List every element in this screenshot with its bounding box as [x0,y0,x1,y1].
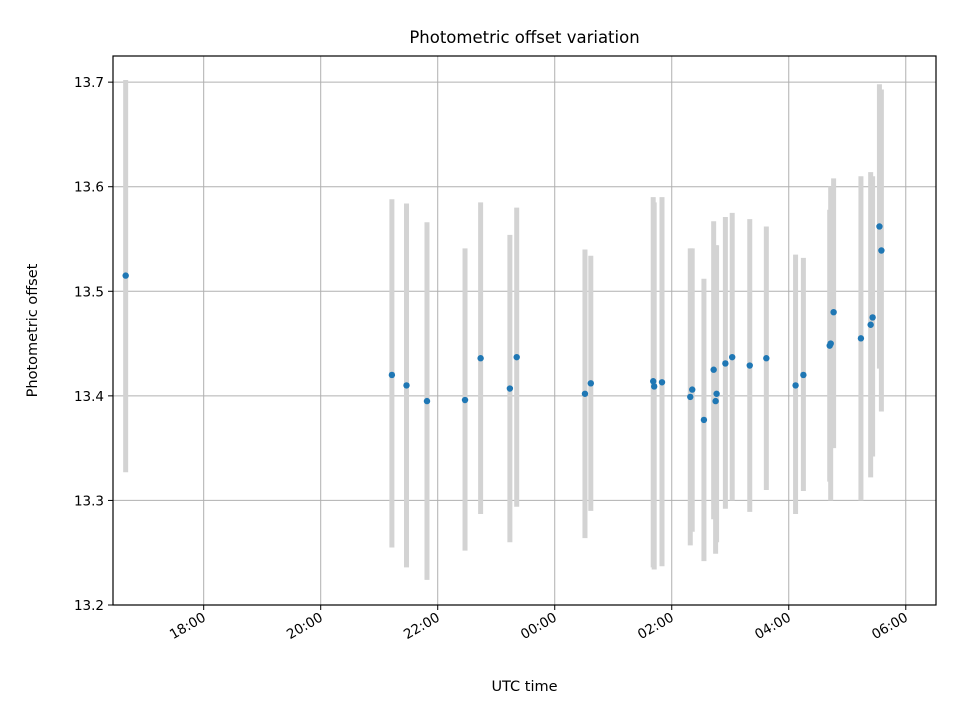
data-point [388,371,396,379]
data-point [700,416,708,424]
data-point [729,353,736,361]
plot-frame [112,55,937,606]
data-points [122,223,885,424]
data-point [477,355,484,362]
data-point [506,385,514,392]
data-point [658,379,666,386]
data-point [878,247,885,254]
y-tick-label: 13.3 [74,493,104,509]
error-bars [123,80,884,580]
x-axis-ticks: 18:00 20:00 22:00 00:00 02:00 04:00 06:00 [167,605,911,643]
x-tick-label: 20:00 [284,610,326,643]
data-point [581,390,589,397]
y-tick-label: 13.5 [74,284,104,300]
x-tick-label: 22:00 [401,610,443,643]
data-point [122,272,129,279]
x-tick-label: 06:00 [869,610,911,643]
data-point [869,314,876,321]
x-tick-label: 04:00 [752,610,794,643]
data-point [876,223,883,230]
data-point [687,393,694,401]
data-point [713,390,720,397]
x-tick-label: 18:00 [167,610,209,643]
y-tick-label: 13.7 [74,75,104,91]
x-axis-label: UTC time [491,679,557,695]
y-tick-label: 13.6 [74,180,104,196]
data-point [763,355,770,362]
chart-title: Photometric offset variation [409,28,639,47]
y-tick-label: 13.4 [74,389,104,405]
data-point [830,309,837,316]
data-point [513,353,520,361]
data-point [722,360,729,367]
y-axis-ticks: 13.2 13.3 13.4 13.5 13.6 13.7 [74,75,113,614]
data-point [792,382,799,389]
data-point [689,386,696,393]
data-point [650,383,658,390]
data-point [827,340,834,347]
x-tick-label: 02:00 [635,610,677,643]
data-point [423,397,431,405]
data-point [712,397,719,405]
data-point [710,366,717,373]
x-tick-label: 00:00 [518,610,560,643]
data-point [650,378,657,385]
data-point [800,371,807,379]
data-point [587,380,595,387]
grid-lines [113,56,936,606]
data-point [746,362,753,369]
y-axis-label: Photometric offset [25,263,41,397]
data-point [461,396,469,404]
data-point [857,335,865,342]
y-tick-label: 13.2 [74,598,104,614]
data-point [867,321,874,328]
data-point [403,382,410,389]
